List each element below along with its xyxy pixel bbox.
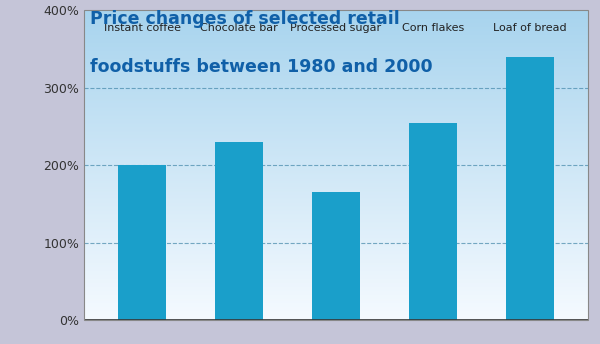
Text: Corn flakes: Corn flakes <box>402 23 464 33</box>
Bar <box>312 192 360 320</box>
Text: Instant coffee: Instant coffee <box>104 23 181 33</box>
Text: foodstuffs between 1980 and 2000: foodstuffs between 1980 and 2000 <box>90 58 433 76</box>
Text: Chocolate bar: Chocolate bar <box>200 23 278 33</box>
Bar <box>215 142 263 320</box>
Bar <box>118 165 166 320</box>
Text: Processed sugar: Processed sugar <box>290 23 382 33</box>
Bar <box>506 57 554 320</box>
Text: Price changes of selected retail: Price changes of selected retail <box>90 10 400 28</box>
Bar <box>409 122 457 320</box>
Text: Loaf of bread: Loaf of bread <box>493 23 566 33</box>
